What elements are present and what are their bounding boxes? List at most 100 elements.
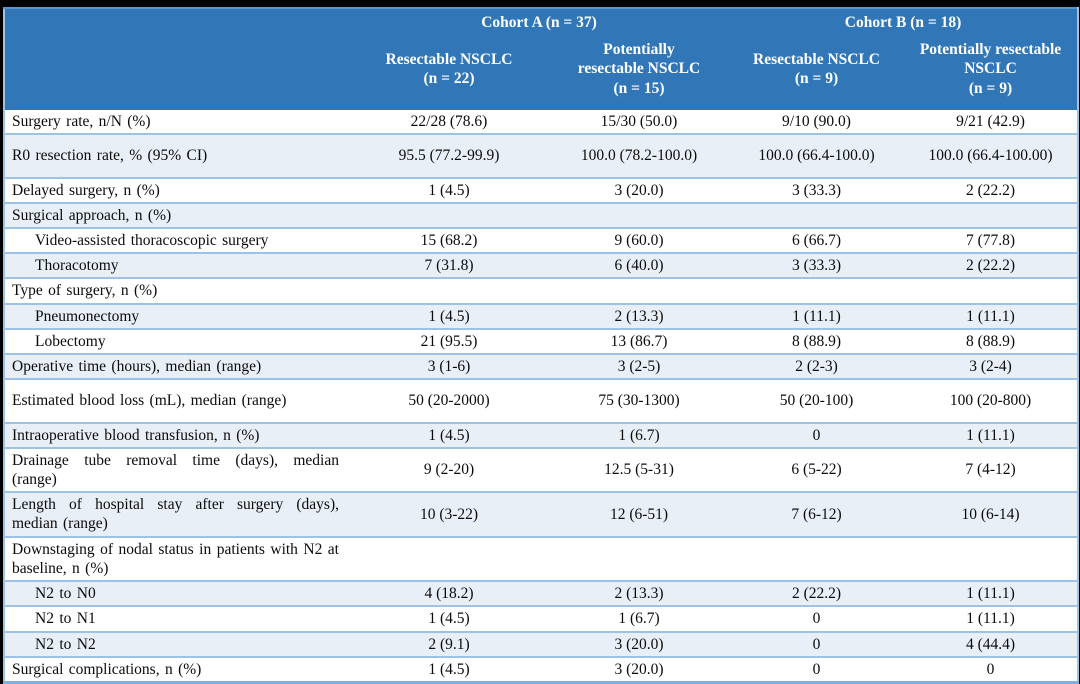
value-cohort-a-resectable: 9 (2-20) [423,461,475,479]
value-cohort-b-resectable: 8 (88.9) [791,332,842,350]
table-row: N2 to N1 1 (4.5) 1 (6.7) 0 1 (11.1) [4,606,1079,632]
value-cohort-b-potentially [904,203,1078,228]
table-row: Surgical approach, n (%) [4,202,1079,228]
value-cohort-a-resectable: 21 (95.5) [420,332,478,350]
value-cohort-a-potentially: 3 (20.0) [614,660,664,678]
table-row: Intraoperative blood transfusion, n (%) … [4,422,1079,448]
value-cohort-b-resectable: 7 (6-12) [791,505,842,523]
table-row: Video-assisted thoracoscopic surgery 15 … [4,228,1079,254]
table-body: Surgery rate, n/N (%) 22/28 (78.6) 15/30… [4,110,1079,683]
row-label-column-header [4,8,349,111]
value-cohort-b-potentially: 0 [986,660,995,678]
value-cohort-b-resectable [729,203,904,228]
row-label: Pneumonectomy [35,307,140,325]
subgroup-header-row: Resectable NSCLC (n = 22) Potentially re… [4,38,1079,111]
table-row: Surgery rate, n/N (%) 22/28 (78.6) 15/30… [4,110,1079,135]
value-cohort-b-resectable: 0 [812,426,821,444]
row-label: R0 resection rate, % (95% CI) [12,147,208,165]
value-cohort-a-resectable: 15 (68.2) [420,232,478,249]
value-cohort-a-potentially: 12 (6-51) [609,505,669,523]
value-cohort-b-potentially: 1 (11.1) [966,307,1015,325]
outcomes-table: Cohort A (n = 37) Cohort B (n = 18) Rese… [3,7,1080,684]
value-cohort-a-resectable: 1 (4.5) [428,610,470,628]
value-cohort-b-potentially: 1 (11.1) [966,585,1015,603]
table-row: Thoracotomy 7 (31.8) 6 (40.0) 3 (33.3) 2… [4,253,1079,279]
table-row: Delayed surgery, n (%) 1 (4.5) 3 (20.0) … [4,178,1079,203]
value-cohort-a-potentially: 3 (2-5) [617,358,661,376]
row-label: Thoracotomy [35,257,119,275]
value-cohort-b-potentially [904,278,1078,303]
value-cohort-a-potentially: 75 (30-1300) [598,392,680,410]
value-cohort-a-potentially: 1 (6.7) [618,426,660,444]
value-cohort-b-potentially: 100 (20-800) [949,392,1032,410]
value-cohort-b-resectable: 3 (33.3) [791,181,842,199]
value-cohort-b-resectable: 0 [812,660,821,678]
col-header-resectable-a: Resectable NSCLC (n = 22) [349,38,549,111]
value-cohort-a-potentially [549,537,729,581]
value-cohort-b-resectable: 0 [812,635,821,653]
value-cohort-a-resectable: 1 (4.5) [428,660,470,678]
value-cohort-b-potentially: 100.0 (66.4-100.00) [928,147,1053,165]
value-cohort-b-potentially: 1 (11.1) [966,610,1015,628]
value-cohort-a-potentially: 100.0 (78.2-100.0) [580,147,698,165]
value-cohort-a-potentially: 12.5 (5-31) [604,461,674,479]
value-cohort-a-resectable: 95.5 (77.2-99.9) [398,147,500,165]
col-header-potentially-resectable-b: Potentially resectable NSCLC (n = 9) [904,38,1079,111]
row-label: Operative time (hours), median (range) [12,358,262,376]
table-row: N2 to N0 4 (18.2) 2 (13.3) 2 (22.2) 1 (1… [4,581,1079,607]
value-cohort-a-potentially [549,278,729,303]
cohort-a-header: Cohort A (n = 37) [349,8,729,38]
value-cohort-b-resectable: 1 (11.1) [792,307,841,325]
value-cohort-a-potentially: 1 (6.7) [618,610,660,628]
value-cohort-a-resectable [349,537,549,581]
value-cohort-a-resectable: 3 (1-6) [427,358,471,376]
value-cohort-b-potentially: 2 (22.2) [965,181,1016,199]
value-cohort-b-resectable: 2 (2-3) [795,358,838,376]
value-cohort-a-potentially: 2 (13.3) [614,307,664,325]
value-cohort-b-potentially: 3 (2-4) [969,358,1012,376]
table-row: R0 resection rate, % (95% CI) 95.5 (77.2… [4,134,1079,178]
value-cohort-a-resectable [349,203,549,228]
cohort-b-header: Cohort B (n = 18) [729,8,1079,38]
table-row: Downstaging of nodal status in patients … [4,537,1079,582]
value-cohort-b-resectable: 6 (5-22) [791,461,842,479]
value-cohort-a-resectable: 50 (20-2000) [408,392,490,410]
row-label: Drainage tube removal time (days), media… [12,451,339,488]
value-cohort-b-potentially: 10 (6-14) [961,505,1020,523]
value-cohort-a-resectable: 7 (31.8) [424,257,474,275]
value-cohort-a-potentially: 6 (40.0) [614,257,664,275]
row-label: Downstaging of nodal status in patients … [12,540,339,577]
table-row: Surgical complications, n (%) 1 (4.5) 3 … [4,657,1079,683]
value-cohort-b-potentially: 7 (77.8) [965,232,1016,249]
value-cohort-b-resectable [729,537,904,581]
value-cohort-a-resectable: 1 (4.5) [428,426,470,444]
value-cohort-b-resectable: 3 (33.3) [791,257,842,275]
value-cohort-b-potentially: 2 (22.2) [965,257,1016,275]
row-label: Estimated blood loss (mL), median (range… [12,392,287,410]
col-header-resectable-b: Resectable NSCLC (n = 9) [729,38,904,111]
value-cohort-a-potentially: 13 (86.7) [610,332,668,350]
row-label: N2 to N0 [35,585,96,603]
value-cohort-a-potentially: 15/30 (50.0) [600,113,678,131]
value-cohort-b-resectable [729,278,904,303]
value-cohort-a-resectable: 4 (18.2) [424,585,474,603]
value-cohort-b-potentially: 7 (4-12) [965,461,1016,479]
table-row: Estimated blood loss (mL), median (range… [4,379,1079,423]
row-label: Length of hospital stay after surgery (d… [12,496,339,533]
value-cohort-a-resectable: 10 (3-22) [419,505,479,523]
value-cohort-b-resectable: 50 (20-100) [779,392,854,410]
value-cohort-b-potentially [904,537,1078,581]
value-cohort-a-resectable: 1 (4.5) [428,181,470,199]
value-cohort-a-potentially: 3 (20.0) [614,635,664,653]
value-cohort-b-potentially: 4 (44.4) [965,635,1016,653]
table-row: Length of hospital stay after surgery (d… [4,492,1079,537]
row-label: Type of surgery, n (%) [12,282,158,300]
row-label: Surgery rate, n/N (%) [12,113,151,131]
row-label: Delayed surgery, n (%) [12,181,160,199]
table-row: Drainage tube removal time (days), media… [4,448,1079,493]
value-cohort-a-potentially: 9 (60.0) [614,232,664,249]
value-cohort-b-potentially: 9/21 (42.9) [956,113,1025,131]
value-cohort-a-resectable: 22/28 (78.6) [410,113,488,131]
col-header-potentially-resectable-a: Potentially resectable NSCLC (n = 15) [549,38,729,111]
table-row: Lobectomy 21 (95.5) 13 (86.7) 8 (88.9) 8… [4,329,1079,355]
